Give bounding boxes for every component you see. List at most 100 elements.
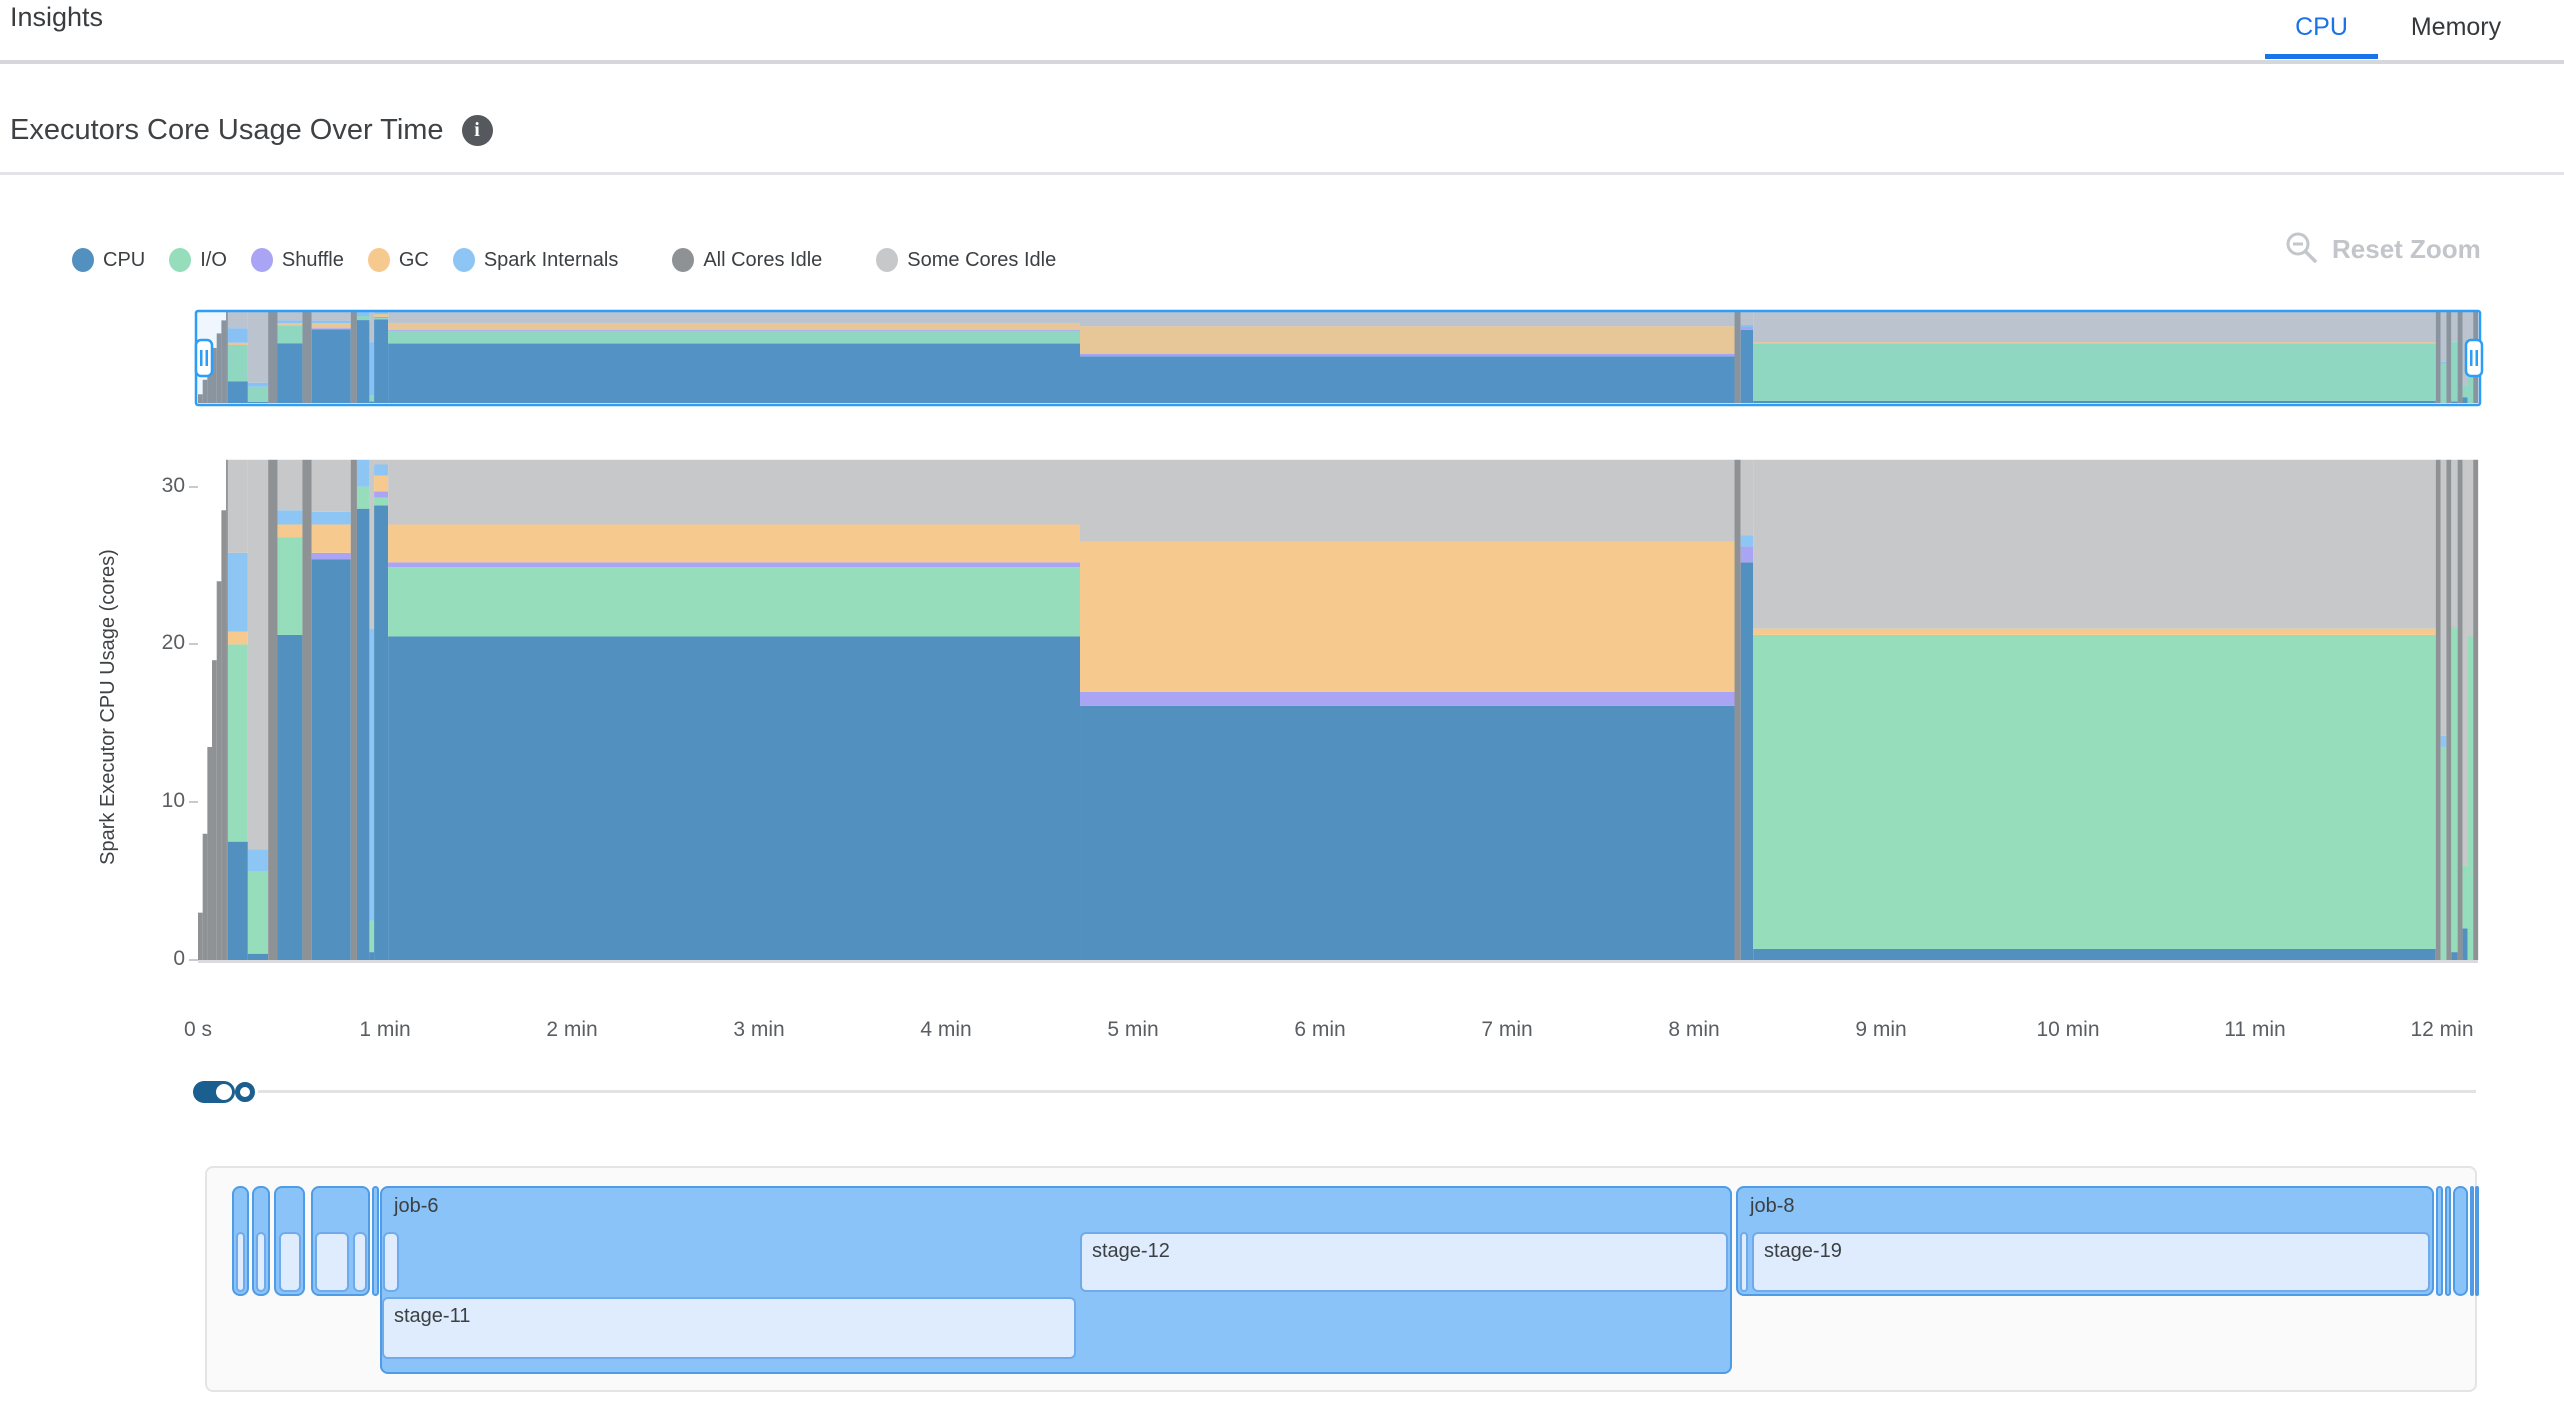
overview-brush-chart[interactable]	[190, 305, 2490, 409]
legend-label: Shuffle	[281, 248, 344, 271]
job-bar[interactable]	[372, 1186, 379, 1296]
legend-item-gc[interactable]: GC	[367, 248, 429, 272]
brush-handle-left[interactable]	[194, 338, 214, 378]
x-axis-line	[198, 960, 2478, 963]
area-segment-all_cores_idle	[226, 311, 228, 403]
area-segment-io	[2462, 385, 2468, 398]
stage-bar[interactable]	[353, 1232, 367, 1292]
area-segment-cpu	[369, 401, 375, 403]
area-segment-cpu	[2462, 928, 2468, 960]
area-segment-some_cores_idle	[2467, 311, 2474, 344]
area-segment-cpu	[388, 343, 1081, 403]
area-segment-spark_internals	[277, 510, 303, 525]
area-segment-cpu	[247, 953, 269, 960]
area-segment-cpu	[277, 343, 303, 403]
area-segment-some_cores_idle	[374, 459, 389, 465]
area-segment-cpu	[1753, 400, 2436, 403]
area-segment-some_cores_idle	[1080, 459, 1735, 542]
stage-bar[interactable]	[279, 1232, 301, 1292]
brush-handle-grip	[2475, 350, 2478, 366]
area-segment-some_cores_idle	[1740, 311, 1754, 325]
area-segment-cpu	[1080, 356, 1735, 403]
section-title: Executors Core Usage Over Time	[10, 114, 444, 146]
area-segment-io	[369, 395, 375, 402]
area-segment-cpu	[277, 634, 303, 960]
reset-zoom-button[interactable]: Reset Zoom	[2284, 230, 2481, 268]
area-segment-all_cores_idle	[212, 347, 217, 403]
area-segment-gc	[311, 524, 351, 553]
zoom-toggle-knob[interactable]	[216, 1084, 232, 1100]
zoom-slider-handle[interactable]	[235, 1082, 255, 1102]
brush-handle-grip	[200, 350, 203, 366]
legend-item-some_cores_idle[interactable]: Some Cores Idle	[876, 248, 1056, 272]
area-segment-io	[277, 325, 303, 344]
area-segment-some_cores_idle	[2440, 459, 2447, 736]
stage-bar[interactable]	[315, 1232, 349, 1292]
brush-selection[interactable]	[196, 311, 2480, 405]
area-segment-gc	[227, 342, 248, 345]
legend-item-cpu[interactable]: CPU	[72, 248, 145, 272]
y-tick-mark	[189, 485, 198, 488]
job-bar[interactable]	[2470, 1186, 2474, 1296]
area-segment-cpu	[311, 559, 351, 960]
area-segment-spark_internals	[374, 464, 389, 476]
area-segment-shuffle	[311, 552, 351, 560]
area-segment-cpu	[1753, 948, 2436, 960]
job-bar[interactable]	[2453, 1186, 2468, 1296]
zoom-slider-track[interactable]	[258, 1090, 2476, 1093]
legend-dot-all_cores_idle	[672, 248, 695, 272]
stage-label: stage-19	[1764, 1240, 1842, 1262]
area-segment-cpu	[311, 329, 351, 403]
area-segment-all_cores_idle	[207, 363, 213, 403]
x-tick-label: 2 min	[546, 1018, 598, 1041]
y-tick-mark	[189, 643, 198, 646]
legend-item-shuffle[interactable]: Shuffle	[250, 248, 344, 272]
x-tick-label: 4 min	[920, 1018, 972, 1041]
stage-label: stage-11	[394, 1305, 471, 1327]
area-segment-io	[227, 644, 248, 842]
legend-item-all_cores_idle[interactable]: All Cores Idle	[672, 248, 822, 272]
area-segment-spark_internals	[356, 311, 370, 316]
job-bar[interactable]	[2436, 1186, 2443, 1296]
area-segment-some_cores_idle	[388, 459, 1081, 525]
area-segment-shuffle	[311, 328, 351, 330]
area-segment-cpu	[2462, 397, 2468, 403]
stage-bar[interactable]	[383, 1232, 399, 1292]
info-icon[interactable]: i	[461, 115, 493, 146]
stage-bar[interactable]	[236, 1232, 245, 1292]
legend-label: Some Cores Idle	[907, 248, 1057, 271]
job-bar[interactable]	[2445, 1186, 2451, 1296]
area-segment-spark_internals	[2440, 361, 2447, 364]
stage-bar-stage-11[interactable]: stage-11	[382, 1297, 1076, 1359]
job-bar[interactable]	[2475, 1186, 2479, 1296]
legend-item-io[interactable]: I/O	[169, 248, 227, 272]
area-segment-some_cores_idle	[311, 459, 351, 512]
area-segment-cpu	[356, 320, 370, 403]
area-segment-shuffle	[374, 491, 389, 498]
x-tick-label: 11 min	[2224, 1018, 2286, 1041]
area-segment-all_cores_idle	[350, 311, 357, 403]
legend-label: Spark Internals	[483, 248, 619, 271]
stage-bar-stage-12[interactable]: stage-12	[1080, 1232, 1728, 1292]
area-segment-all_cores_idle	[212, 660, 217, 960]
stage-bar-stage-19[interactable]: stage-19	[1752, 1232, 2430, 1292]
job-stage-gantt: job-6 job-8 stage-12 stage-11 stage-19	[205, 1166, 2479, 1392]
area-segment-spark_internals	[311, 320, 351, 323]
area-segment-io	[374, 318, 389, 320]
area-segment-gc	[374, 313, 389, 317]
area-segment-cpu	[374, 319, 389, 403]
tab-memory[interactable]: Memory	[2410, 12, 2502, 41]
legend-item-spark_internals[interactable]: Spark Internals	[452, 248, 619, 272]
tab-cpu[interactable]: CPU	[2295, 12, 2348, 41]
stage-bar[interactable]	[1740, 1232, 1748, 1292]
x-tick-label: 5 min	[1107, 1018, 1159, 1041]
area-segment-all_cores_idle	[221, 320, 227, 403]
area-segment-spark_internals	[311, 511, 351, 525]
legend-label: CPU	[103, 248, 146, 271]
area-segment-shuffle	[374, 316, 389, 319]
area-segment-gc	[388, 524, 1081, 563]
stage-bar[interactable]	[256, 1232, 266, 1292]
brush-handle-right[interactable]	[2464, 338, 2484, 378]
area-segment-all_cores_idle	[268, 311, 278, 403]
area-segment-io	[2462, 865, 2468, 929]
